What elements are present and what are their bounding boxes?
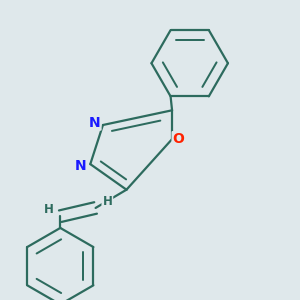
Text: O: O bbox=[172, 132, 184, 146]
Text: H: H bbox=[44, 203, 53, 216]
Text: H: H bbox=[102, 195, 112, 208]
Text: N: N bbox=[75, 159, 87, 172]
Text: N: N bbox=[89, 116, 100, 130]
